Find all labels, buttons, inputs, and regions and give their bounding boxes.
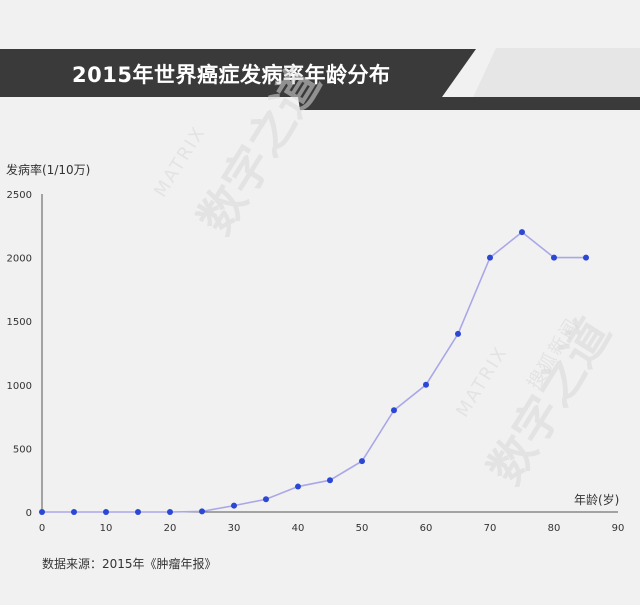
data-point xyxy=(103,509,109,515)
data-point xyxy=(583,254,589,261)
axes xyxy=(41,194,618,513)
x-tick-label: 40 xyxy=(292,523,305,534)
y-axis-label: 发病率(1/10万) xyxy=(6,162,90,177)
data-point xyxy=(487,254,493,261)
data-point xyxy=(391,407,397,414)
data-point xyxy=(327,477,333,484)
data-point xyxy=(263,496,269,503)
x-tick-label: 20 xyxy=(164,523,177,534)
x-tick-label: 90 xyxy=(612,523,625,534)
data-point xyxy=(519,229,525,236)
x-tick-label: 70 xyxy=(484,523,497,534)
source-note: 数据来源：2015年《肿瘤年报》 xyxy=(42,557,217,571)
x-tick-label: 50 xyxy=(356,523,369,534)
data-point xyxy=(231,502,237,509)
series-group xyxy=(39,229,589,515)
data-point xyxy=(359,458,365,465)
y-tick-label: 500 xyxy=(13,444,32,455)
data-point xyxy=(423,381,429,388)
y-tick-label: 0 xyxy=(26,508,32,519)
x-tick-label: 30 xyxy=(228,523,241,534)
data-point xyxy=(295,483,301,490)
data-point xyxy=(39,509,45,515)
y-tick-label: 1500 xyxy=(7,317,32,328)
y-tick-label: 1000 xyxy=(7,381,32,392)
x-tick-label: 80 xyxy=(548,523,561,534)
line-chart: 发病率(1/10万) 年龄(岁) 0 500 1000 1500 2000 2500 0 10… xyxy=(6,162,625,534)
header-banner: 2015年世界癌症发病率年龄分布 xyxy=(0,0,640,112)
data-point xyxy=(551,254,557,261)
series-line xyxy=(42,231,586,513)
data-point xyxy=(135,509,141,515)
data-point xyxy=(199,508,205,515)
x-axis-label: 年龄(岁) xyxy=(574,492,619,507)
data-point xyxy=(167,509,173,515)
tick-labels: 0 500 1000 1500 2000 2500 0 10 20 30 40 50 60 70 80 90 xyxy=(7,190,625,534)
y-tick-label: 2000 xyxy=(7,254,32,265)
y-tick-label: 2500 xyxy=(7,190,32,201)
header-banner-shape xyxy=(0,48,640,110)
page-title: 2015年世界癌症发病率年龄分布 xyxy=(72,63,391,87)
x-tick-label: 10 xyxy=(100,523,113,534)
data-point xyxy=(455,330,461,337)
x-tick-label: 0 xyxy=(39,523,45,534)
data-point xyxy=(71,509,77,515)
x-tick-label: 60 xyxy=(420,523,433,534)
